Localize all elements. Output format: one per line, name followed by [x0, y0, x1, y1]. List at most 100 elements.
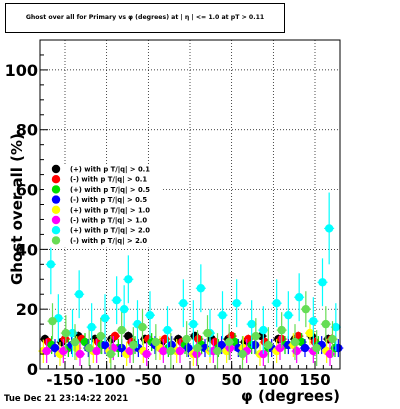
data-point — [275, 343, 285, 353]
x-tick-label: 50 — [221, 371, 242, 389]
data-point — [61, 328, 71, 338]
data-point — [117, 325, 126, 335]
data-point — [50, 343, 60, 353]
legend: (+) with p T/|q| > 0.1(-) with p T/|q| >… — [44, 164, 162, 248]
data-point — [294, 293, 304, 302]
data-point — [189, 319, 198, 329]
y-tick-label: 60 — [16, 181, 38, 200]
data-point — [247, 319, 256, 329]
legend-marker — [51, 236, 61, 245]
data-point — [175, 346, 185, 356]
y-tick-label: 100 — [5, 61, 38, 80]
data-point — [42, 346, 51, 356]
legend-marker — [51, 164, 61, 174]
legend-label: (-) with p T/|q| > 1.0 — [70, 217, 147, 226]
data-point — [87, 322, 96, 332]
data-point — [328, 334, 337, 344]
data-point — [312, 343, 321, 353]
data-point — [96, 331, 106, 341]
data-point — [151, 337, 161, 347]
y-tick-label: 80 — [16, 121, 38, 140]
data-point — [300, 343, 310, 353]
data-point — [179, 299, 188, 308]
x-tick-label: -50 — [135, 371, 162, 389]
data-point — [284, 310, 293, 320]
legend-label: (-) with p T/|q| > 2.0 — [70, 237, 147, 246]
x-tick-label: 0 — [185, 371, 195, 389]
data-point — [251, 331, 261, 341]
legend-label: (+) with p T/|q| > 0.1 — [70, 166, 150, 175]
data-point — [75, 349, 85, 359]
axis-ticks: -150 -100 -50 0 50 100 150 0 20 40 60 80 100 — [5, 54, 333, 389]
data-point — [163, 325, 172, 335]
data-point — [100, 340, 110, 350]
data-point — [46, 260, 56, 269]
data-point — [331, 322, 341, 332]
data-point — [159, 346, 168, 356]
series — [47, 291, 338, 369]
legend-marker — [51, 205, 61, 214]
data-point — [272, 299, 281, 308]
data-point — [84, 343, 94, 353]
x-axis-label: φ (degrees) — [241, 387, 340, 405]
data-point — [196, 284, 206, 293]
legend-label: (-) with p T/|q| > 0.5 — [70, 196, 147, 205]
data-point — [145, 310, 155, 320]
data-point — [321, 319, 331, 329]
data-point — [290, 337, 300, 347]
data-point — [301, 304, 311, 314]
data-point — [100, 313, 110, 323]
data-point — [124, 275, 133, 284]
data-point — [292, 346, 301, 356]
data-point — [238, 349, 247, 359]
legend-label: (-) with p T/|q| > 0.1 — [70, 176, 147, 185]
data-point — [138, 322, 147, 332]
data-point — [110, 331, 120, 341]
data-point — [277, 325, 286, 335]
data-point — [106, 349, 116, 359]
data-point — [318, 278, 327, 287]
legend-box — [44, 164, 162, 248]
data-point — [203, 328, 212, 338]
data-point — [92, 346, 101, 356]
data-point — [217, 340, 226, 350]
data-point — [193, 343, 202, 353]
data-point — [70, 337, 80, 347]
legend-label: (+) with p T/|q| > 2.0 — [70, 227, 150, 236]
data-point — [129, 340, 138, 350]
date-stamp: Tue Dec 21 23:14:22 2021 — [4, 394, 129, 404]
y-axis-label: Ghost over all (%) — [8, 133, 26, 285]
legend-marker — [51, 185, 61, 194]
data-point — [182, 334, 191, 344]
x-tick-label: 100 — [258, 371, 289, 389]
data-point — [232, 299, 241, 308]
chart-title-box: Ghost over all for Primary vs φ (degrees… — [5, 3, 285, 33]
y-tick-label: 0 — [27, 360, 38, 379]
legend-label: (+) with p T/|q| > 0.5 — [70, 186, 150, 195]
x-tick-label: 150 — [299, 371, 330, 389]
data-point — [119, 304, 129, 314]
data-point — [48, 316, 57, 326]
data-point — [324, 224, 334, 233]
data-point — [166, 346, 176, 356]
legend-marker — [51, 195, 61, 204]
y-tick-label: 20 — [16, 300, 38, 319]
data-point — [112, 296, 121, 305]
legend-label: (+) with p T/|q| > 1.0 — [70, 206, 150, 215]
legend-marker — [51, 175, 61, 184]
data-point — [264, 340, 273, 350]
data-point — [250, 340, 260, 350]
y-tick-label: 40 — [16, 240, 38, 259]
data-point — [142, 349, 151, 359]
legend-marker — [51, 215, 61, 225]
data-point — [218, 310, 227, 320]
chart-title: Ghost over all for Primary vs φ (degrees… — [25, 14, 265, 21]
data-point — [74, 290, 84, 299]
data-marks — [38, 192, 344, 369]
data-point — [224, 337, 234, 347]
x-tick-label: -100 — [88, 371, 126, 389]
data-point — [309, 316, 318, 326]
data-point — [213, 346, 222, 356]
data-point — [305, 328, 315, 338]
